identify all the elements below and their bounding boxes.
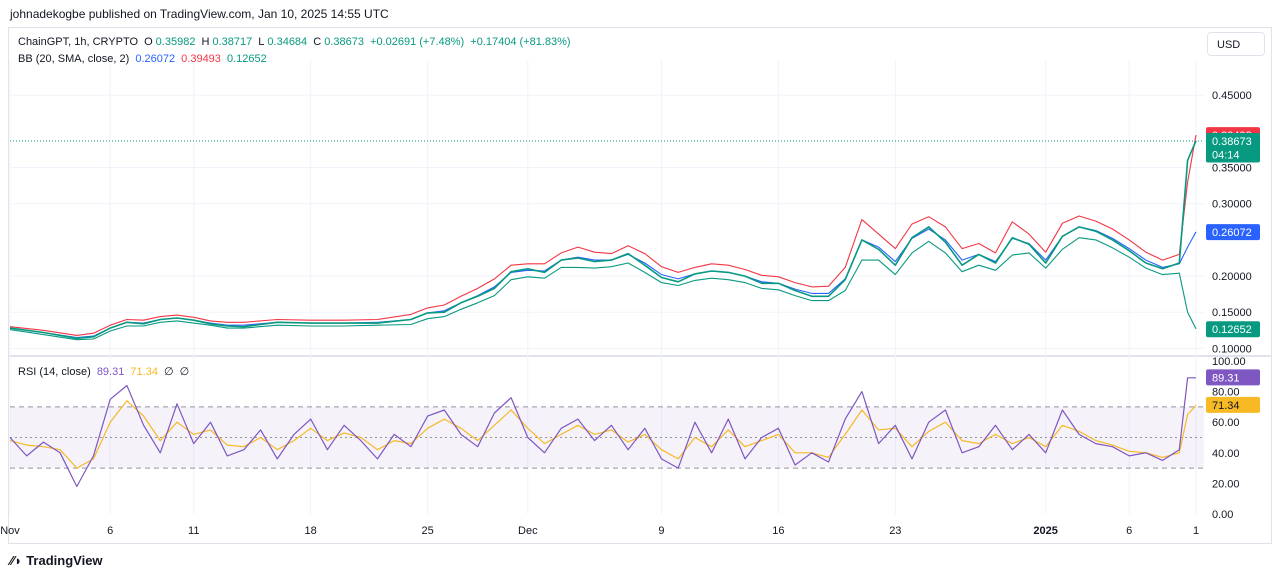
- rsi-ma-value: 71.34: [130, 366, 158, 378]
- price-badge-label: 0.38673: [1212, 136, 1252, 148]
- rsi-tick-label: 20.00: [1212, 478, 1240, 490]
- chart-frame: [8, 27, 1272, 544]
- close-value: 0.38673: [324, 36, 364, 48]
- open-value: 0.35982: [155, 36, 196, 48]
- time-tick-label: 18: [305, 525, 317, 537]
- bb-label: BB (20, SMA, close, 2): [18, 53, 130, 65]
- rsi-tick-label: 80.00: [1212, 387, 1240, 399]
- price-tick-label: 0.10000: [1212, 343, 1252, 355]
- time-tick-label: 2025: [1033, 525, 1057, 537]
- rsi-tick-label: 60.00: [1212, 417, 1240, 429]
- bb-basis-value: 0.26072: [135, 53, 176, 65]
- rsi-label: RSI (14, close): [18, 366, 91, 378]
- time-tick-label: 6: [107, 525, 113, 537]
- rsi-badge: [1206, 369, 1260, 386]
- price-badge: [1206, 146, 1260, 163]
- rsi-line: [9, 377, 1196, 488]
- time-tick-label: Nov: [0, 525, 20, 537]
- price-badge: [1206, 132, 1260, 149]
- price-tick-label: 0.15000: [1212, 307, 1252, 319]
- currency-button[interactable]: USD: [1207, 32, 1265, 56]
- price-series-close: [9, 140, 1197, 340]
- rsi-ma-line: [9, 400, 1197, 469]
- price-badge-label: 04:14: [1212, 150, 1240, 162]
- close-label: C: [313, 36, 322, 48]
- time-tick-label: Dec: [518, 525, 538, 537]
- rsi-value: 89.31: [96, 366, 125, 378]
- price-tick-label: 0.20000: [1212, 271, 1252, 283]
- tradingview-logo-text: TradingView: [26, 553, 103, 568]
- rsi-tick-label: 40.00: [1212, 448, 1240, 460]
- low-label: L: [258, 36, 265, 48]
- price-badge-label: 0.26072: [1212, 227, 1252, 239]
- rsi-tick-label: 100.00: [1212, 356, 1246, 368]
- low-value: 0.34684: [267, 36, 308, 48]
- price-badge-label: 0.12652: [1212, 324, 1252, 336]
- bb-legend: BB (20, SMA, close, 2) 0.26072 0.39493 0…: [18, 53, 270, 65]
- time-tick-label: 23: [889, 525, 901, 537]
- rsi-tick-label: 0.00: [1212, 509, 1233, 521]
- price-tick-label: 0.30000: [1212, 199, 1252, 211]
- symbol-label: ChainGPT, 1h, CRYPTO: [18, 36, 139, 48]
- tradingview-logo-icon: ⁄⁄◗: [10, 553, 23, 568]
- price-series-bb-basis: [9, 226, 1197, 339]
- price-badge: [1206, 224, 1260, 241]
- price-series-bb-upper: [9, 134, 1197, 336]
- tradingview-logo[interactable]: ⁄⁄◗ TradingView: [10, 553, 103, 568]
- rsi-legend: RSI (14, close) 89.31 71.34 ∅ ∅: [18, 365, 192, 378]
- rsi-badge-label: 89.31: [1212, 372, 1240, 384]
- time-tick-label: 6: [1126, 525, 1132, 537]
- price-badge: [1206, 321, 1260, 338]
- rsi-extra2: ∅: [179, 366, 190, 378]
- open-label: O: [144, 36, 153, 48]
- high-value: 0.38717: [212, 36, 253, 48]
- price-tick-label: 0.35000: [1212, 163, 1252, 175]
- publisher-caption: johnadekogbe published on TradingView.co…: [10, 7, 389, 21]
- time-tick-label: 25: [421, 525, 433, 537]
- time-tick-label: 11: [188, 525, 199, 537]
- change-value: +0.02691 (+7.48%): [370, 36, 465, 48]
- rsi-badge-label: 71.34: [1212, 400, 1240, 412]
- price-series-bb-lower: [9, 237, 1197, 341]
- price-legend: ChainGPT, 1h, CRYPTO O 0.35982 H 0.38717 L…: [18, 36, 574, 48]
- rsi-extra1: ∅: [164, 366, 174, 378]
- time-tick-label: 16: [772, 525, 784, 537]
- bb-lower-value: 0.12652: [226, 53, 267, 65]
- price-tick-label: 0.45000: [1212, 90, 1252, 102]
- bb-upper-value: 0.39493: [181, 53, 221, 65]
- change2-value: +0.17404 (+81.83%): [470, 36, 571, 48]
- time-tick-label: 1: [1193, 525, 1199, 537]
- time-tick-label: 9: [658, 525, 664, 537]
- high-label: H: [201, 36, 210, 48]
- rsi-badge: [1206, 396, 1260, 413]
